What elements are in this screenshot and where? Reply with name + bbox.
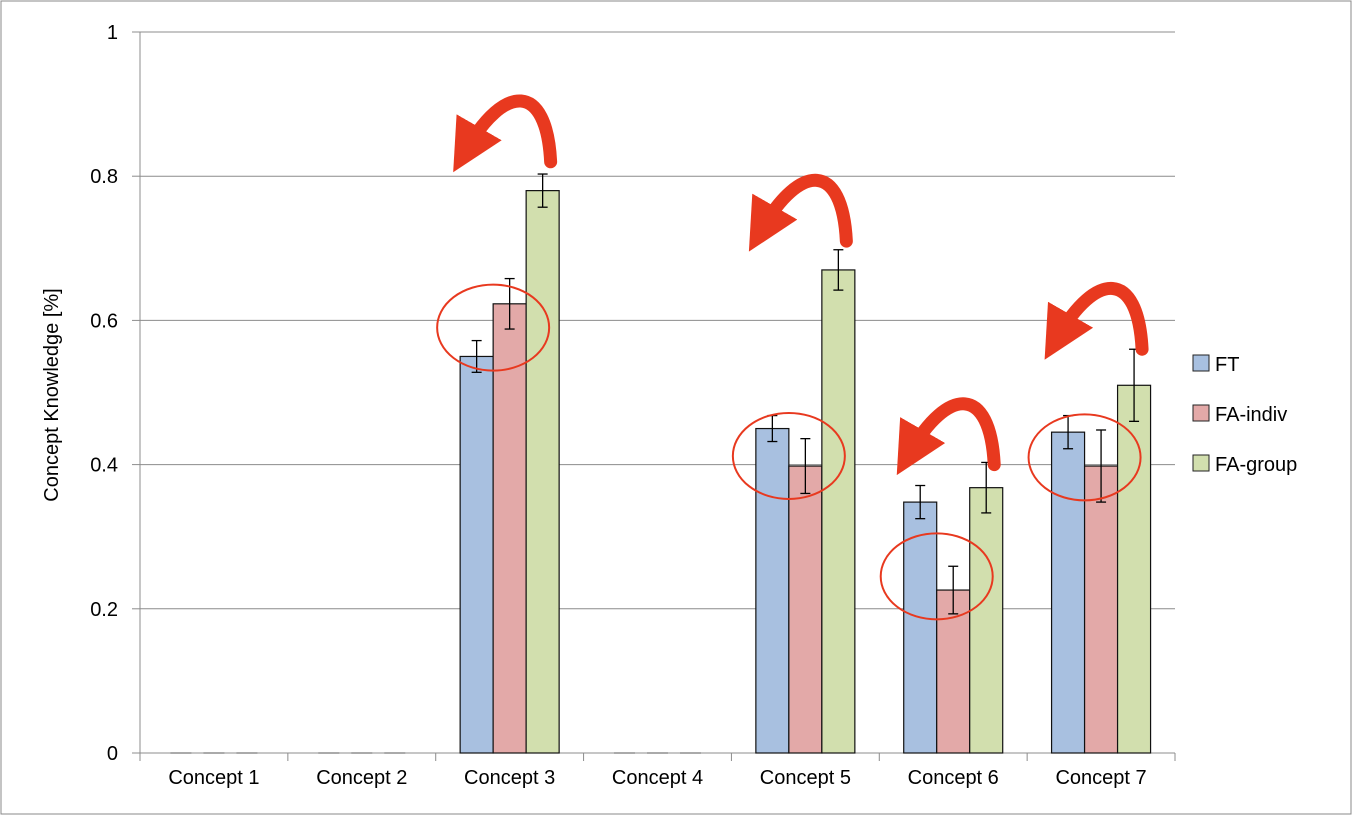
y-tick-label: 0.8	[90, 166, 118, 188]
annotation-circle	[731, 411, 846, 500]
bar	[969, 487, 1004, 754]
legend-label: FA-indiv	[1215, 404, 1287, 426]
bar	[525, 190, 560, 754]
bar	[1083, 465, 1119, 754]
x-tick-label: Concept 6	[908, 767, 999, 789]
bar	[1116, 384, 1152, 754]
bars	[170, 190, 1152, 754]
bar	[1050, 431, 1086, 754]
annotation-arrow	[748, 173, 853, 252]
annotation-arrow	[1044, 282, 1149, 360]
x-tick-label: Concept 4	[612, 767, 703, 789]
y-axis-title: Concept Knowledge [%]	[41, 288, 63, 501]
bar	[821, 269, 856, 754]
annotation-arrow	[453, 94, 558, 173]
y-tick-label: 0.6	[90, 310, 118, 332]
legend: FT FA-indiv FA-group	[1192, 354, 1297, 476]
y-tick-label: 0	[107, 743, 118, 765]
annotation-circle	[1027, 413, 1142, 502]
legend-swatch	[1192, 404, 1210, 422]
y-tick-label: 0.4	[90, 455, 118, 477]
bar	[788, 465, 823, 754]
legend-swatch	[1192, 354, 1210, 372]
legend-label: FA-group	[1215, 454, 1297, 476]
annotations	[436, 94, 1149, 621]
y-tick-labels: 0 0.2 0.4 0.6 0.8 1	[90, 22, 118, 765]
legend-label: FT	[1215, 354, 1239, 376]
bar	[755, 427, 790, 754]
x-tick-label: Concept 3	[464, 767, 555, 789]
y-tick-label: 1	[107, 22, 118, 44]
annotation-circle	[879, 532, 994, 621]
x-tick-labels: Concept 1 Concept 2 Concept 3 Concept 4 Conc…	[168, 767, 1146, 789]
x-tick-label: Concept 1	[168, 767, 259, 789]
y-tick-label: 0.2	[90, 599, 118, 621]
legend-swatch	[1192, 454, 1210, 472]
x-tick-label: Concept 7	[1055, 767, 1146, 789]
bar	[459, 355, 494, 754]
annotation-circle	[436, 283, 551, 372]
error-bars	[471, 173, 1140, 615]
x-tick-label: Concept 2	[316, 767, 407, 789]
bar	[492, 303, 527, 754]
annotation-arrow	[896, 397, 1001, 476]
x-tick-label: Concept 5	[760, 767, 851, 789]
